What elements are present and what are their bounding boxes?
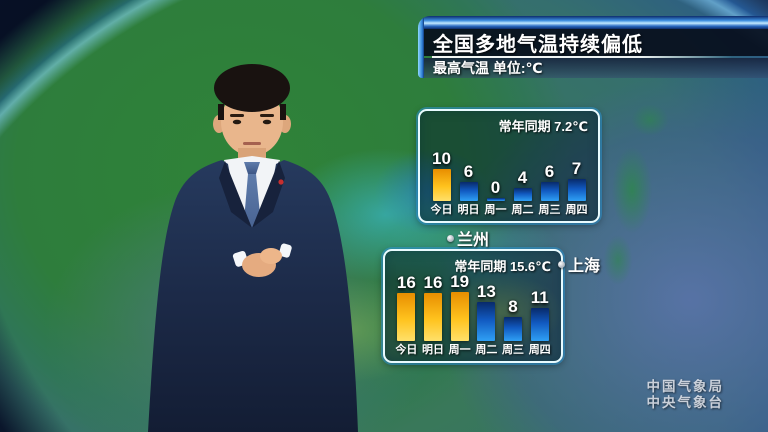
temperature-value: 11 — [530, 288, 549, 307]
temperature-value: 19 — [450, 272, 470, 291]
forecast-day-column: 8 周三 — [500, 273, 527, 358]
day-label: 明日 — [422, 344, 444, 356]
temperature-bar — [540, 181, 559, 201]
temperature-value: 0 — [490, 178, 501, 197]
temperature-bar — [486, 198, 505, 201]
temperature-bar — [477, 302, 496, 341]
temperature-bar — [432, 169, 451, 201]
temperature-value: 7 — [571, 158, 582, 178]
day-label: 周二 — [475, 344, 498, 356]
lapel-pin — [278, 179, 284, 185]
station-watermark: 中国气象局 中央气象台 — [647, 379, 725, 411]
temperature-value: 4 — [517, 168, 528, 188]
bar-chart-shanghai: 16 今日 16 明日 19 周一 13 周二 8 周三 11 周四 — [393, 273, 553, 358]
forecast-day-column: 6 明日 — [455, 133, 482, 218]
temperature-value: 10 — [432, 149, 451, 168]
weather-presenter — [148, 64, 358, 432]
temperature-bar — [513, 188, 532, 201]
headline-banner: 全国多地气温持续偏低 最高气温 单位:℃ — [418, 16, 768, 78]
forecast-day-column: 13 周二 — [473, 273, 500, 358]
forecast-day-column: 16 今日 — [393, 273, 420, 358]
forecast-day-column: 19 周一 — [446, 273, 473, 358]
banner-subtitle-row: 最高气温 单位:℃ — [424, 58, 768, 78]
city-dot-icon — [447, 234, 454, 242]
headline-subtitle: 最高气温 单位:℃ — [433, 60, 543, 76]
city-label-lanzhou: 兰州 — [447, 226, 489, 250]
forecast-day-column: 7 周四 — [563, 133, 590, 218]
temperature-value: 16 — [396, 273, 416, 292]
banner-edge-strip — [418, 16, 424, 78]
day-label: 今日 — [430, 204, 453, 216]
watermark-line1: 中国气象局 — [646, 379, 724, 394]
temperature-value: 13 — [476, 282, 496, 301]
forecast-day-column: 16 明日 — [420, 273, 447, 358]
banner-title-row: 全国多地气温持续偏低 — [424, 29, 768, 56]
temperature-value: 6 — [463, 161, 474, 181]
day-label: 明日 — [457, 204, 480, 216]
temperature-bar — [567, 178, 586, 201]
forecast-panel-shanghai: 常年同期 15.6℃ 16 今日 16 明日 19 周一 13 周二 8 周三 11 周四 — [383, 249, 563, 363]
presenter-hair — [214, 64, 290, 112]
day-label: 周三 — [538, 204, 561, 216]
temperature-bar — [424, 293, 442, 341]
day-label: 周三 — [502, 344, 525, 356]
forecast-day-column: 0 周一 — [482, 133, 509, 218]
day-label: 今日 — [395, 344, 418, 356]
banner-gloss-strip — [418, 16, 768, 29]
headline-title: 全国多地气温持续偏低 — [433, 34, 643, 56]
temperature-value: 16 — [423, 273, 443, 292]
day-label: 周一 — [448, 344, 471, 356]
temperature-bar — [530, 308, 549, 341]
day-label: 周二 — [511, 204, 534, 216]
forecast-day-column: 4 周二 — [509, 133, 536, 218]
temperature-value: 8 — [508, 297, 518, 316]
temperature-bar — [397, 293, 416, 341]
bar-chart-lanzhou: 10 今日 6 明日 0 周一 4 周二 6 周三 7 周四 — [428, 133, 590, 218]
temperature-bar — [450, 292, 469, 341]
city-dot-icon — [558, 260, 565, 268]
city-name: 兰州 — [457, 232, 490, 249]
day-label: 周一 — [484, 204, 507, 216]
forecast-day-column: 11 周四 — [526, 273, 553, 358]
forecast-panel-lanzhou: 常年同期 7.2℃ 10 今日 6 明日 0 周一 4 周二 6 周三 7 周四 — [418, 109, 600, 223]
presenter-suit — [148, 160, 358, 432]
watermark-line2: 中央气象台 — [646, 395, 724, 410]
temperature-value: 6 — [544, 161, 555, 181]
temperature-bar — [504, 317, 523, 341]
day-label: 周四 — [565, 204, 588, 216]
forecast-day-column: 10 今日 — [428, 133, 455, 218]
normal-period-label-shanghai: 常年同期 15.6℃ — [454, 259, 551, 274]
normal-period-label-lanzhou: 常年同期 7.2℃ — [498, 119, 588, 134]
city-label-shanghai: 上海 — [558, 252, 600, 276]
city-name: 上海 — [568, 258, 601, 275]
forecast-day-column: 6 周三 — [536, 133, 563, 218]
temperature-bar — [459, 181, 478, 201]
day-label: 周四 — [528, 344, 551, 356]
banner-divider — [432, 56, 732, 58]
